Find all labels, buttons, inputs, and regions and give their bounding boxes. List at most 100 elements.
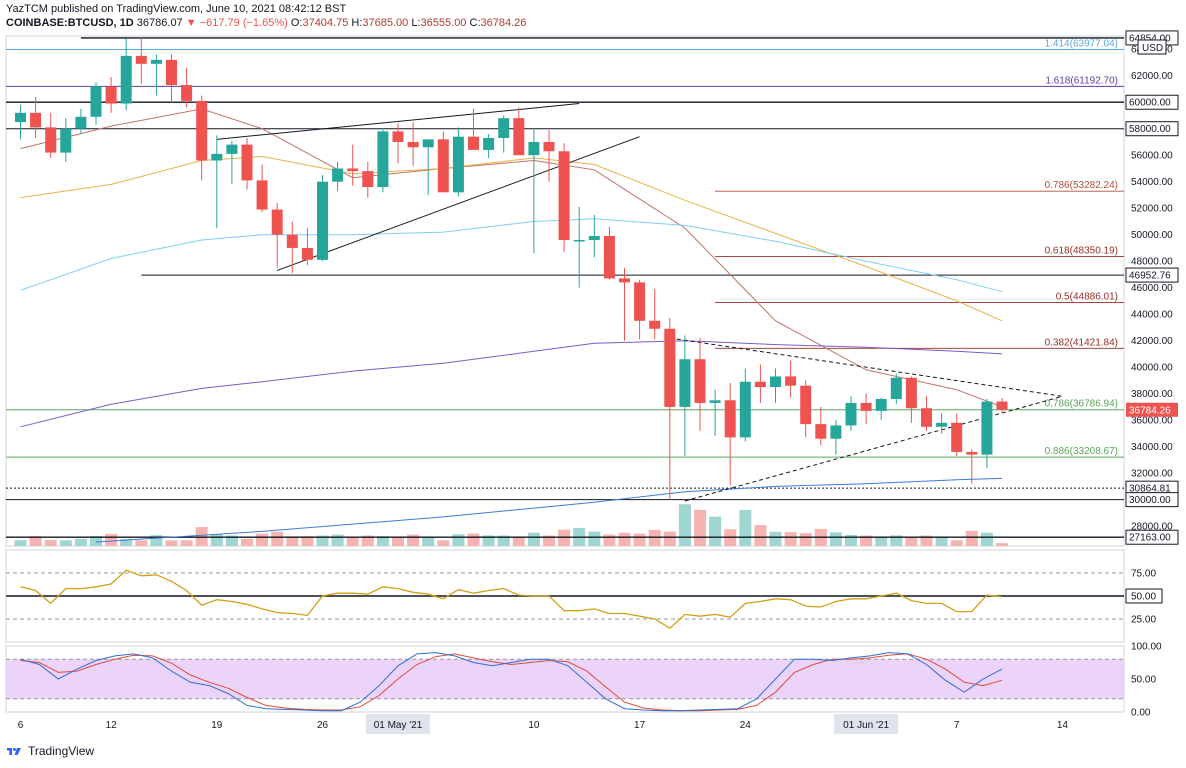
- chart-header: YazTCM published on TradingView.com, Jun…: [6, 2, 526, 30]
- x-tick-label: 14: [1057, 720, 1069, 731]
- volume-bar: [422, 537, 435, 546]
- candle-body: [241, 144, 253, 181]
- volume-bar: [271, 531, 284, 546]
- stoch-y-tick-label: 100.00: [1131, 642, 1162, 653]
- candle-body: [739, 381, 751, 438]
- volume-bar: [165, 540, 178, 546]
- volume-bar: [618, 532, 631, 546]
- candle-body: [754, 381, 766, 388]
- y-tick-label: 44000.00: [1131, 310, 1173, 321]
- candle-body: [528, 141, 540, 156]
- candle-body: [936, 422, 948, 427]
- volume-bar: [769, 531, 782, 546]
- candle-body: [649, 320, 661, 329]
- level-price-label: 46952.76: [1129, 271, 1171, 282]
- candle-body: [135, 55, 147, 64]
- moving-average-line: [20, 218, 1003, 293]
- y-tick-label: 54000.00: [1131, 177, 1173, 188]
- volume-bar: [195, 527, 208, 546]
- rsi-y-tick-label: 50.00: [1131, 592, 1156, 603]
- candle-body: [603, 236, 615, 279]
- y-tick-label: 34000.00: [1131, 442, 1173, 453]
- volume-bar: [74, 538, 87, 546]
- candle-body: [181, 85, 193, 101]
- ohlc-close: 36784.26: [480, 17, 527, 29]
- y-tick-label: 52000.00: [1131, 204, 1173, 215]
- candle-body: [90, 86, 102, 117]
- candle-body: [875, 398, 887, 411]
- volume-bar: [980, 532, 993, 546]
- ohlc-low-label: L:: [411, 17, 421, 29]
- candle-body: [196, 100, 208, 161]
- candle-body: [770, 376, 781, 388]
- rsi-line: [20, 569, 1003, 630]
- volume-bar: [452, 534, 465, 546]
- volume-bar: [14, 540, 27, 546]
- x-tick-label: 17: [634, 720, 646, 731]
- symbol-name[interactable]: COINBASE:BTCUSD, 1D: [6, 17, 134, 29]
- publisher-line: YazTCM published on TradingView.com, Jun…: [6, 3, 347, 15]
- volume-bar: [875, 536, 888, 546]
- volume-bar: [845, 534, 857, 546]
- candle-body: [226, 144, 238, 154]
- candle-body: [362, 171, 374, 188]
- fib-level-label: 1.414(63977.04): [1045, 39, 1118, 50]
- fib-level-label: 0.786(53282.24): [1045, 180, 1118, 191]
- candle-body: [60, 128, 72, 153]
- volume-bar: [437, 540, 450, 546]
- volume-bar: [407, 534, 420, 546]
- candle-body: [981, 401, 993, 455]
- candle-body: [785, 376, 797, 386]
- x-tick-label: 01 May '21: [374, 720, 423, 731]
- volume-bar: [512, 536, 525, 546]
- candle-body: [800, 385, 812, 425]
- brand-footer[interactable]: TradingView: [6, 744, 94, 758]
- candle-body: [513, 118, 525, 156]
- candle-body: [890, 377, 902, 399]
- fib-level-label: 0.618(48350.19): [1045, 246, 1118, 257]
- y-tick-label: 32000.00: [1131, 469, 1173, 480]
- moving-average-line: [20, 340, 1003, 428]
- candle-body: [211, 153, 223, 161]
- x-tick-highlight: [834, 714, 899, 734]
- candle-body: [347, 168, 359, 172]
- candle-body: [286, 234, 298, 248]
- candle-body: [30, 112, 42, 128]
- candle-body: [921, 408, 932, 427]
- candle-body: [664, 328, 676, 407]
- price-change: ▼ −617.79 (−1.65%): [185, 17, 288, 29]
- volume-bar: [799, 533, 812, 546]
- candle-body: [407, 141, 419, 148]
- level-price-label: 27163.00: [1129, 533, 1171, 544]
- symbol-line: COINBASE:BTCUSD, 1D 36786.07 ▼ −617.79 (…: [6, 16, 526, 30]
- candle-body: [619, 278, 630, 283]
- volume-bar: [754, 525, 767, 546]
- candle-body: [45, 127, 57, 153]
- candle-body: [166, 59, 177, 86]
- trendline: [669, 337, 1063, 397]
- volume-bar: [392, 537, 404, 546]
- main-pane-frame: [5, 35, 1125, 547]
- tradingview-logo-icon: [7, 748, 21, 755]
- volume-bar: [935, 536, 948, 546]
- level-price-label: 58000.00: [1129, 124, 1171, 135]
- stoch-band: [6, 659, 1124, 699]
- volume-bar: [709, 516, 722, 546]
- volume-bar: [376, 536, 389, 546]
- stoch-k-line: [20, 652, 1003, 712]
- volume-bar: [633, 533, 646, 546]
- moving-average-line: [20, 108, 1003, 408]
- volume-bar: [543, 535, 555, 546]
- candle-body: [105, 86, 117, 104]
- trendline: [277, 136, 640, 271]
- volume-bar: [210, 534, 223, 546]
- volume-bar: [678, 504, 691, 546]
- candle-body: [15, 112, 26, 123]
- candle-body: [966, 451, 978, 455]
- brand-name: TradingView: [28, 744, 95, 758]
- volume-bar: [527, 532, 540, 546]
- candle-body: [860, 402, 872, 411]
- volume-bar: [150, 535, 163, 546]
- candle-body: [483, 138, 495, 150]
